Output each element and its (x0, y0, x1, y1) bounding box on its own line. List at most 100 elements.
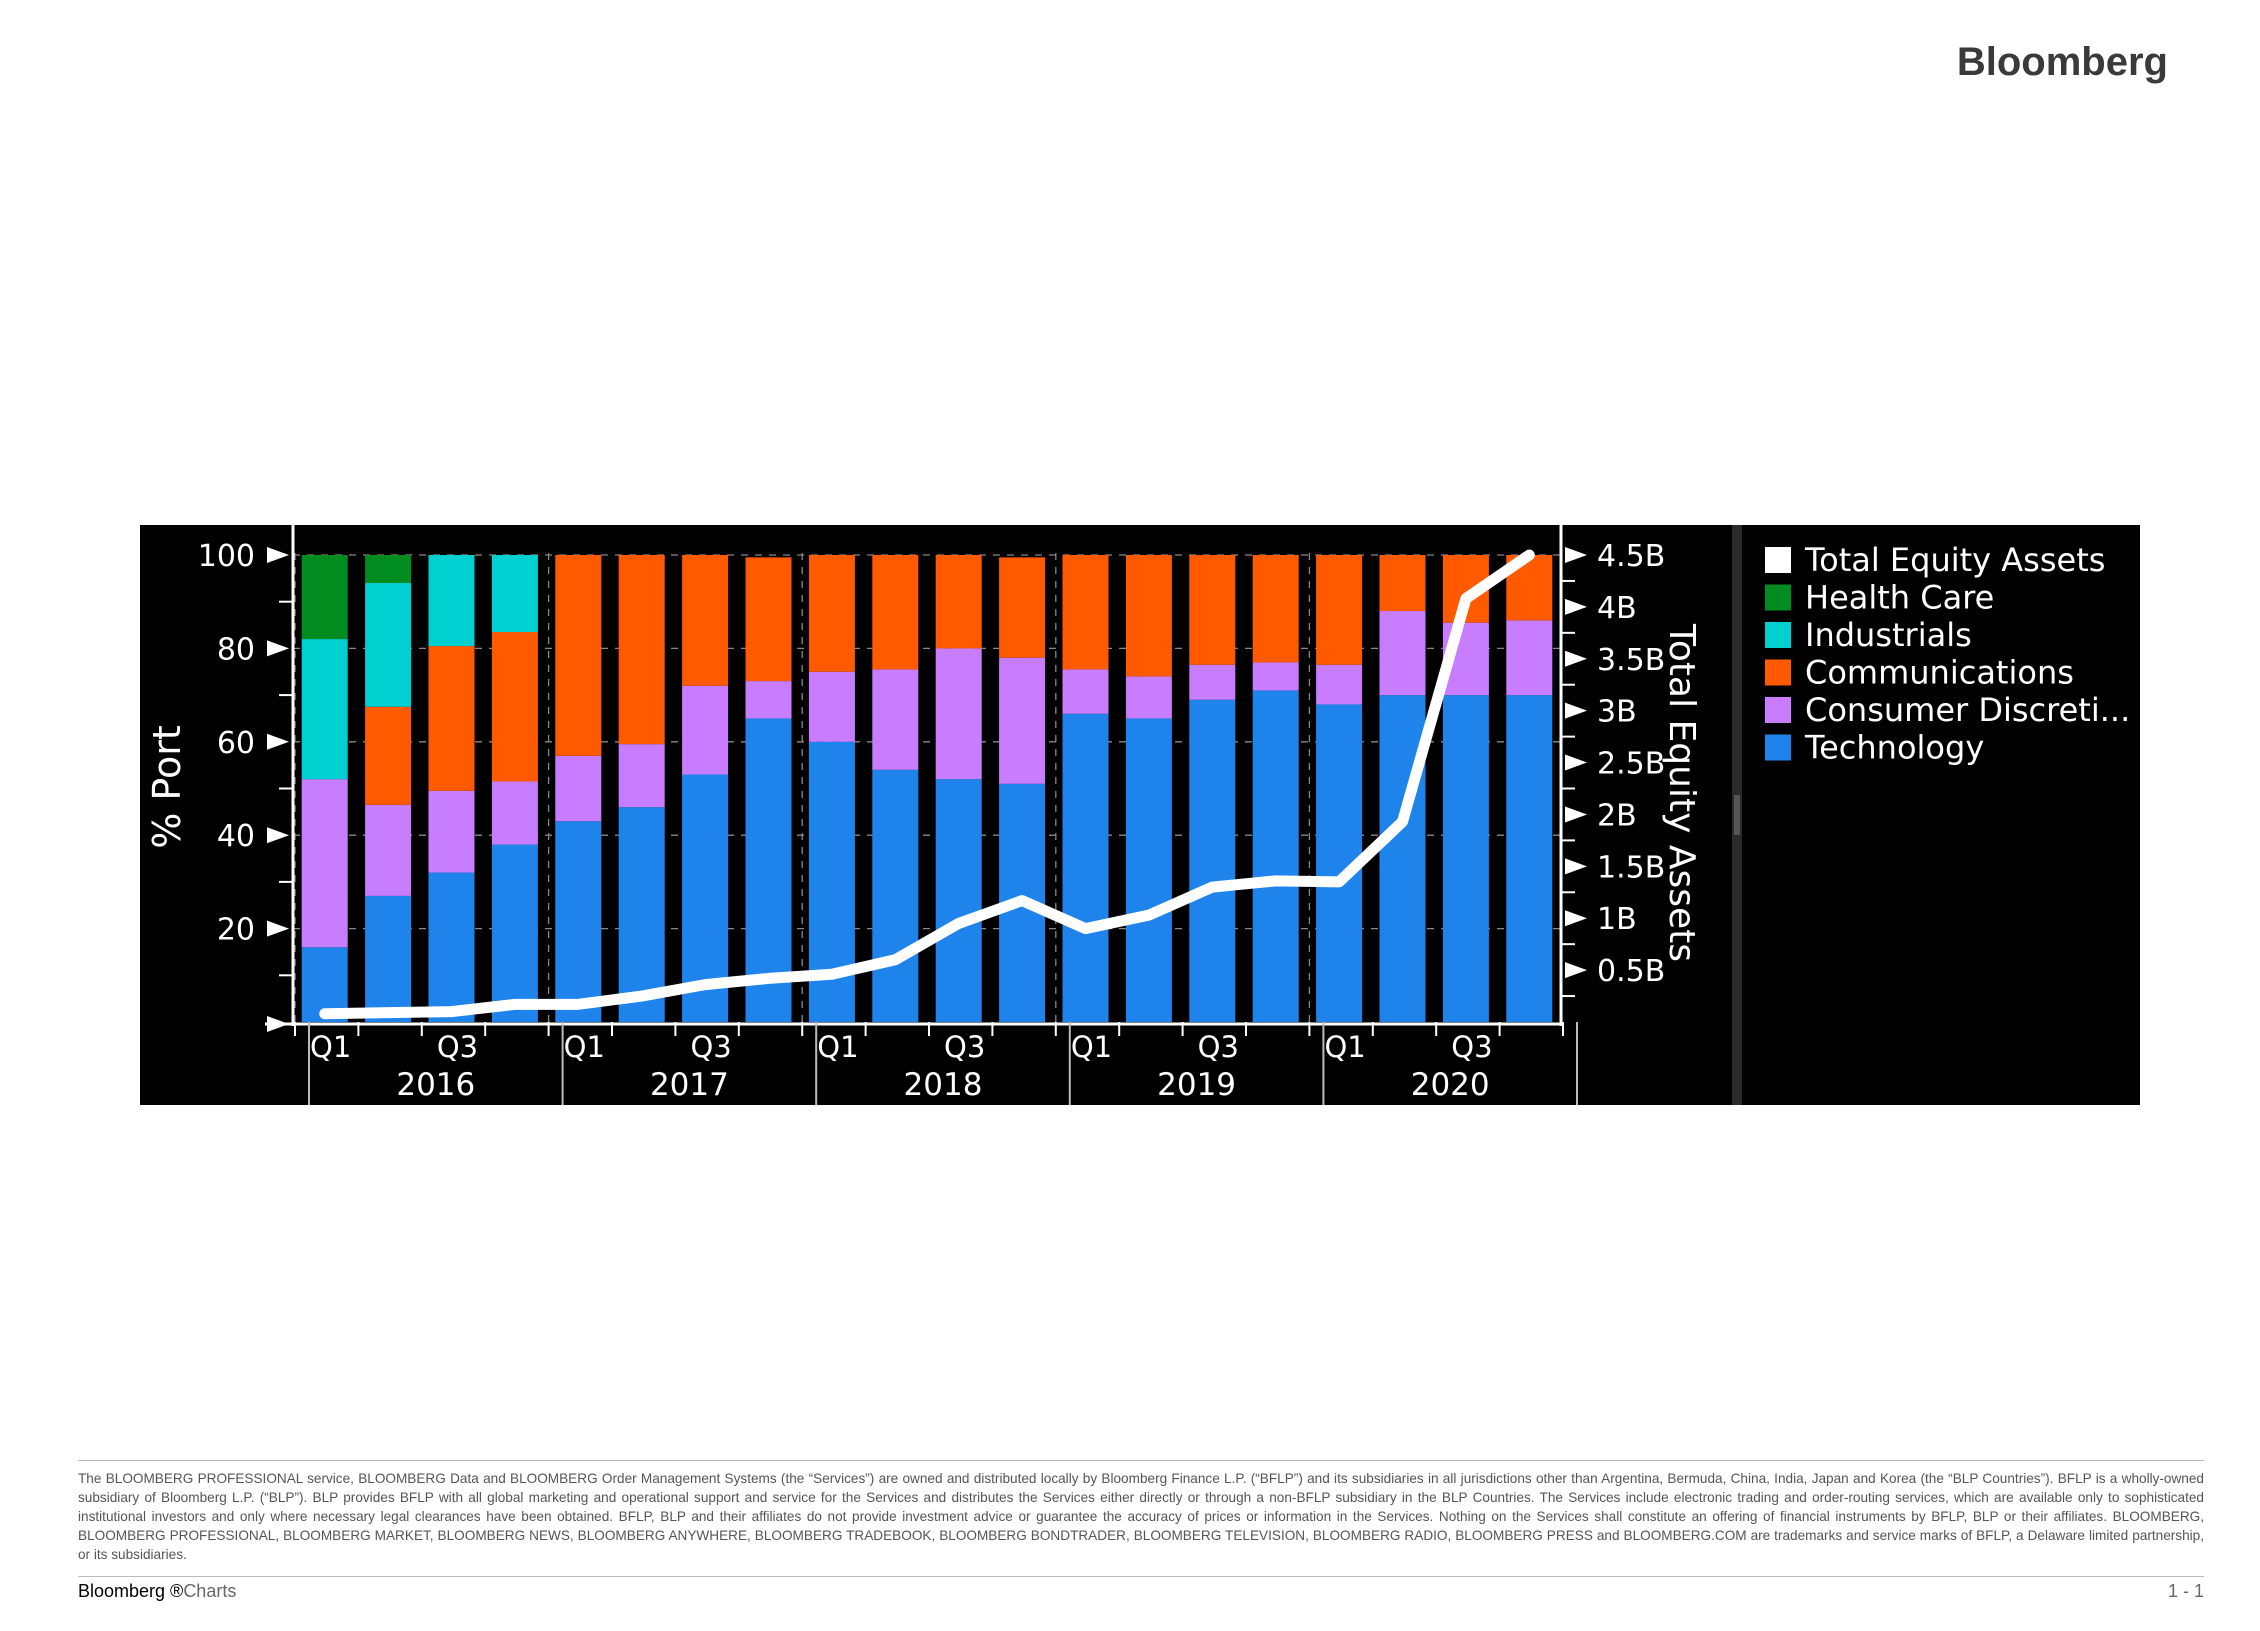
bar-segment-technology (745, 718, 792, 1022)
left-axis-tick-arrow (267, 1016, 289, 1032)
quarter-label: Q1 (817, 1030, 858, 1064)
quarter-label: Q3 (1198, 1030, 1239, 1064)
bar-segment-communications (935, 555, 982, 649)
bar-segment-technology (555, 821, 602, 1022)
bar-segment-communications (682, 555, 729, 686)
bar-segment-communications (555, 555, 602, 756)
left-axis-tick-label: 40 (217, 819, 255, 854)
bar-segment-health-care (301, 555, 348, 640)
bar-segment-technology (1125, 718, 1172, 1022)
bar-segment-consumer-discreti (555, 755, 602, 822)
bar-segment-industrials (428, 555, 475, 647)
bar-segment-consumer-discreti (935, 648, 982, 780)
quarter-label: Q1 (1071, 1030, 1112, 1064)
left-axis-tick-arrow (267, 640, 289, 657)
legend-label: Consumer Discreti... (1805, 691, 2130, 729)
bar-segment-consumer-discreti (872, 669, 919, 770)
chart-svg: 20 40 60 80 100 % Port 0.5B 1B 1.5B 2B 2.5B 3B 3.5B 4… (145, 525, 2130, 1105)
right-axis-tick-arrow (1565, 547, 1587, 563)
bar-segment-consumer-discreti (999, 657, 1046, 784)
year-label: 2017 (650, 1067, 729, 1103)
bar-segment-technology (618, 807, 665, 1022)
bar-segment-communications (1189, 555, 1236, 665)
bar-segment-consumer-discreti (428, 790, 475, 873)
bar-segment-communications (365, 706, 412, 805)
bar-segment-communications (872, 555, 919, 670)
legend-label: Industrials (1805, 616, 1972, 654)
quarter-label: Q1 (564, 1030, 605, 1064)
bar-segment-technology (365, 895, 412, 1022)
page-number: 1 - 1 (2167, 1581, 2204, 1601)
bar-segment-consumer-discreti (1189, 664, 1236, 700)
bar-segment-communications (1062, 555, 1109, 670)
legend-label: Technology (1804, 729, 1984, 767)
bar-segment-technology (1252, 690, 1299, 1022)
right-axis-tick-arrow (1565, 754, 1587, 771)
left-axis-tick-label: 60 (217, 726, 255, 761)
bar-segment-communications (1252, 555, 1299, 663)
bar-segment-industrials (301, 639, 348, 780)
left-axis-tick-arrow (267, 733, 289, 750)
right-axis-tick-label: 1B (1597, 902, 1637, 937)
right-axis-tick-label: 4.5B (1597, 539, 1665, 574)
quarter-label: Q3 (1451, 1030, 1492, 1064)
legend-label: Health Care (1805, 579, 1994, 617)
bar-segment-consumer-discreti (491, 781, 538, 845)
footer-divider (78, 1576, 2204, 1577)
bar-segment-technology (1442, 695, 1489, 1022)
legend-swatch (1765, 622, 1791, 648)
bar-segment-technology (935, 779, 982, 1022)
legend-swatch (1765, 584, 1791, 611)
bar-segment-communications (428, 646, 475, 791)
bar-segment-consumer-discreti (1252, 662, 1299, 691)
legend-label: Total Equity Assets (1804, 541, 2105, 579)
left-axis-tick-arrow (267, 827, 289, 844)
disclaimer-text: The BLOOMBERG PROFESSIONAL service, BLOO… (78, 1460, 2204, 1564)
year-label: 2018 (904, 1067, 983, 1103)
total-equity-line (319, 549, 1535, 1020)
right-axis-tick-label: 0.5B (1597, 954, 1665, 989)
bar-segment-health-care (365, 555, 412, 584)
bar-segment-communications (808, 555, 855, 672)
legend-swatch (1765, 659, 1791, 686)
legend-swatch (1765, 734, 1791, 761)
bar-segment-communications (745, 557, 792, 682)
chart-panel: 20 40 60 80 100 % Port 0.5B 1B 1.5B 2B 2.5B 3B 3.5B 4… (140, 525, 2140, 1105)
bar-segment-consumer-discreti (301, 779, 348, 948)
bar-segment-consumer-discreti (1125, 676, 1172, 719)
left-axis-tick-label: 20 (217, 913, 255, 948)
footer-brand-suffix: Charts (183, 1581, 237, 1601)
bar-segment-communications (491, 632, 538, 782)
quarter-label: Q3 (944, 1030, 985, 1064)
right-axis-tick-label: 3B (1597, 695, 1637, 730)
bar-segment-consumer-discreti (1506, 620, 1553, 696)
right-axis-tick-label: 3.5B (1597, 643, 1665, 678)
right-axis-tick-arrow (1565, 650, 1587, 667)
bar-segment-communications (1316, 555, 1363, 665)
legend-swatch (1765, 547, 1791, 573)
bar-segment-consumer-discreti (808, 671, 855, 742)
bar-segment-consumer-discreti (745, 681, 792, 719)
bar-segment-technology (1506, 695, 1553, 1022)
bar-segment-technology (428, 872, 475, 1022)
right-axis-tick-label: 2B (1597, 798, 1637, 833)
bar-segment-consumer-discreti (1316, 664, 1363, 705)
bar-segment-technology (1189, 699, 1236, 1022)
right-axis-tick-arrow (1565, 806, 1587, 823)
right-axis-label: Total Equity Assets (1661, 623, 1702, 962)
left-axis-tick-label: 100 (198, 539, 255, 574)
year-label: 2020 (1411, 1067, 1490, 1103)
left-axis-tick-arrow (267, 547, 289, 563)
right-axis-tick-arrow (1565, 702, 1587, 719)
footer-brand: Bloomberg ®Charts (78, 1581, 236, 1602)
right-axis-tick-label: 2.5B (1597, 747, 1665, 782)
bar-segment-consumer-discreti (365, 804, 412, 896)
year-label: 2016 (396, 1067, 475, 1103)
right-axis-tick-arrow (1565, 858, 1587, 875)
left-axis-label: % Port (145, 725, 189, 849)
left-axis-tick-arrow (267, 920, 289, 937)
bar-segment-technology (1379, 695, 1426, 1022)
bar-segment-industrials (491, 555, 538, 633)
left-axis-tick-label: 80 (217, 632, 255, 667)
right-axis-tick-arrow (1565, 910, 1587, 927)
